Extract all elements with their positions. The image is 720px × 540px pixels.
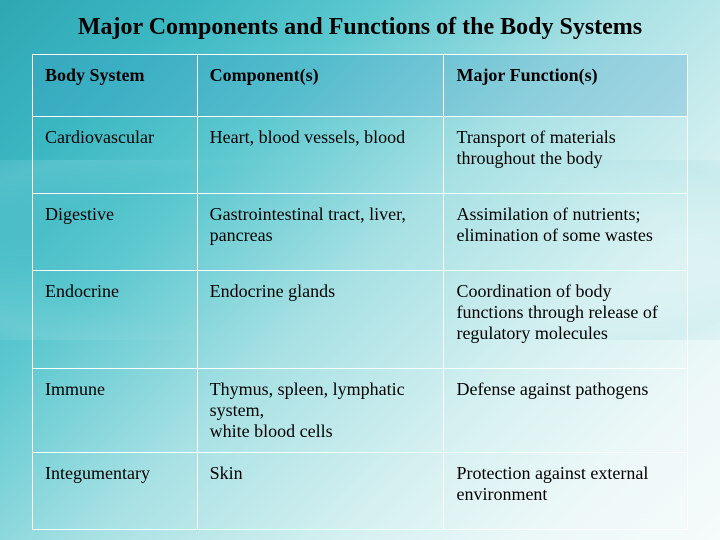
cell-system: Immune [33,369,198,453]
cell-system: Integumentary [33,453,198,530]
cell-functions: Defense against pathogens [444,369,688,453]
cell-components: Gastrointestinal tract, liver, pancreas [197,194,444,271]
col-header-functions: Major Function(s) [444,55,688,117]
col-header-components: Component(s) [197,55,444,117]
cell-system: Endocrine [33,271,198,369]
cell-system: Digestive [33,194,198,271]
cell-functions: Assimilation of nutrients; elimination o… [444,194,688,271]
table-row: Immune Thymus, spleen, lymphatic system,… [33,369,688,453]
slide-title: Major Components and Functions of the Bo… [0,14,720,41]
table-row: Digestive Gastrointestinal tract, liver,… [33,194,688,271]
body-systems-table: Body System Component(s) Major Function(… [32,54,688,530]
col-header-system: Body System [33,55,198,117]
table-row: Endocrine Endocrine glands Coordination … [33,271,688,369]
cell-components: Thymus, spleen, lymphatic system,white b… [197,369,444,453]
slide: Major Components and Functions of the Bo… [0,0,720,540]
table-header-row: Body System Component(s) Major Function(… [33,55,688,117]
cell-components: Endocrine glands [197,271,444,369]
cell-functions: Transport of materials throughout the bo… [444,117,688,194]
cell-functions: Protection against external environment [444,453,688,530]
cell-system: Cardiovascular [33,117,198,194]
cell-components: Heart, blood vessels, blood [197,117,444,194]
table-row: Cardiovascular Heart, blood vessels, blo… [33,117,688,194]
cell-components: Skin [197,453,444,530]
cell-functions: Coordination of body functions through r… [444,271,688,369]
table-row: Integumentary Skin Protection against ex… [33,453,688,530]
